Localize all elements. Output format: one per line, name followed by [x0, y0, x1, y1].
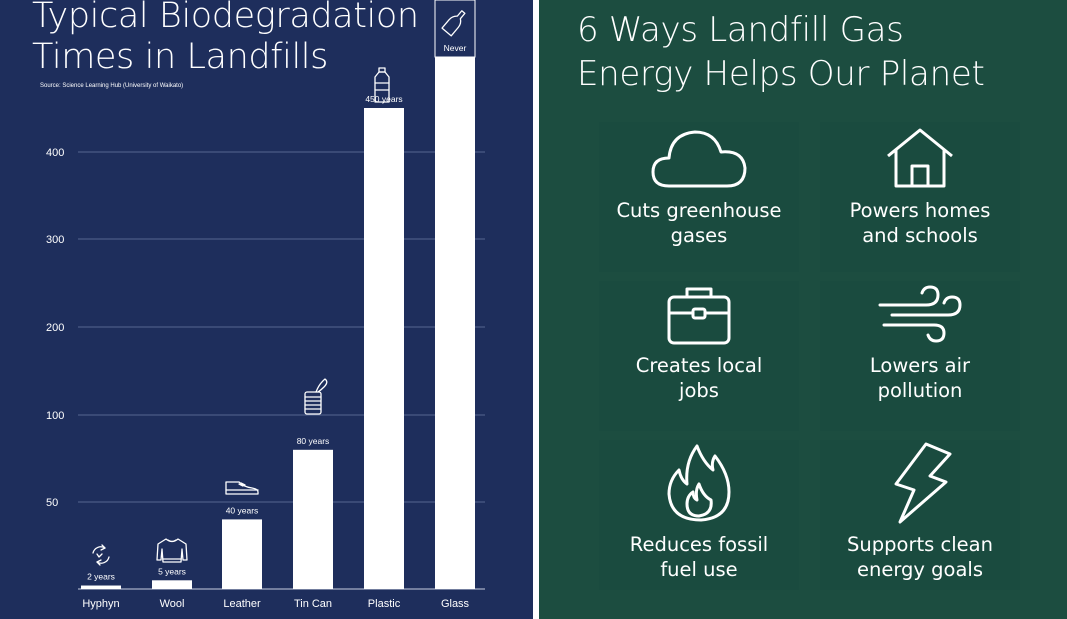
data-label-5: Never: [444, 43, 467, 53]
bar-2: [222, 519, 262, 589]
benefits-title-line1: 6 Ways Landfill Gas: [577, 10, 904, 50]
data-label-2: 40 years: [226, 505, 259, 515]
bar-4: [364, 108, 404, 589]
sweater-icon: [156, 538, 188, 563]
x-tick-labels: Hyphyn Wool Leather Tin Can Plastic Glass: [82, 598, 469, 610]
benefit-label-line1: Supports clean: [847, 533, 993, 556]
bars: [81, 0, 476, 589]
data-label-1: 5 years: [158, 566, 186, 576]
benefits-title: 6 Ways Landfill Gas Energy Helps Our Pla…: [577, 8, 985, 96]
benefit-label-line1: Reduces fossil: [629, 533, 769, 556]
chart-title-line2: Times in Landfills: [32, 37, 328, 77]
benefit-label-line1: Creates local: [635, 354, 763, 377]
bar-1: [152, 580, 192, 589]
chart-source: Source: Science Learning Hub (University…: [40, 83, 184, 89]
glass-bottle-icon: [441, 10, 466, 37]
benefit-card-clean-energy: Supports clean energy goals: [820, 440, 1020, 590]
benefit-card-fossil: Reduces fossil fuel use: [599, 440, 799, 590]
can-icon: [304, 378, 328, 415]
bar-chart: 50 100 200 300 400 Hyphyn Wool Leather Tin Can P…: [46, 0, 485, 610]
bar-icons: [92, 67, 390, 566]
data-label-4: 450 years: [365, 94, 402, 104]
benefit-card-jobs: Creates local jobs: [599, 281, 799, 431]
bottle-icon: [374, 67, 390, 103]
bar-0: [81, 585, 121, 589]
benefit-label-line2: energy goals: [857, 558, 983, 581]
benefit-label-line1: Cuts greenhouse: [616, 199, 782, 222]
x-tick-label-4: Plastic: [368, 598, 401, 610]
house-icon: [887, 128, 953, 188]
benefit-card-greenhouse: Cuts greenhouse gases: [599, 122, 799, 272]
benefit-label-line1: Lowers air: [869, 354, 971, 377]
x-tick-label-0: Hyphyn: [82, 598, 119, 610]
x-tick-label-2: Leather: [223, 598, 261, 610]
chart-title: Typical Biodegradation Times in Landfill…: [32, 0, 419, 78]
y-tick-label-1: 100: [46, 410, 64, 422]
x-tick-label-5: Glass: [441, 598, 470, 610]
y-tick-label-2: 200: [46, 322, 64, 334]
lightning-icon: [894, 442, 952, 524]
grid-lines: [78, 151, 485, 590]
wind-icon: [878, 285, 962, 343]
benefit-card-air: Lowers air pollution: [820, 281, 1020, 431]
benefit-label-line2: fuel use: [660, 558, 738, 581]
benefit-label-line2: and schools: [862, 224, 978, 247]
bar-3: [293, 449, 333, 589]
chart-panel: Typical Biodegradation Times in Landfill…: [0, 0, 533, 619]
bar-5: [435, 0, 475, 589]
shoe-icon: [225, 481, 259, 495]
y-tick-label-3: 300: [46, 234, 64, 246]
y-tick-label-0: 50: [46, 497, 58, 509]
benefit-label-line2: jobs: [679, 379, 719, 402]
chart-title-line1: Typical Biodegradation: [32, 0, 419, 36]
x-tick-label-1: Wool: [160, 598, 185, 610]
data-labels: 2 years 5 years 40 years 80 years 450 years N…: [87, 10, 467, 582]
cloud-icon: [651, 130, 747, 188]
flame-icon: [667, 444, 731, 522]
recycle-icon: [92, 544, 110, 566]
x-tick-label-3: Tin Can: [294, 598, 332, 610]
y-tick-label-4: 400: [46, 147, 64, 159]
data-label-3: 80 years: [297, 436, 330, 446]
y-tick-labels: 50 100 200 300 400: [46, 147, 64, 509]
briefcase-icon: [667, 287, 731, 345]
benefit-label-line1: Powers homes: [849, 199, 991, 222]
benefit-card-power: Powers homes and schools: [820, 122, 1020, 272]
benefits-title-line2: Energy Helps Our Planet: [577, 54, 985, 94]
panel-divider: [533, 0, 539, 619]
benefit-label-line2: gases: [670, 224, 728, 247]
benefit-label-line2: pollution: [877, 379, 963, 402]
data-label-0: 2 years: [87, 572, 115, 582]
